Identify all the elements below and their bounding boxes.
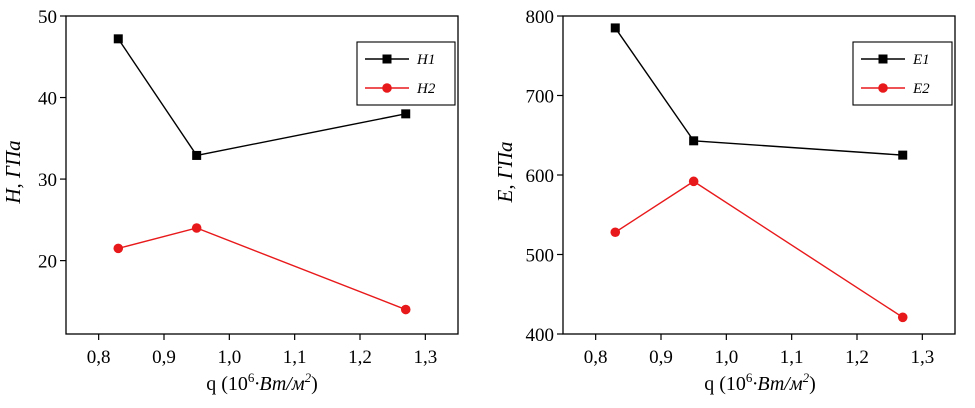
plot-frame (65, 15, 459, 335)
x-tick-label: 0,9 (649, 347, 673, 368)
x-axis-label-unit: ·Вт/м (752, 373, 802, 395)
y-tick-label: 50 (38, 7, 57, 28)
x-axis-label-close: ) (311, 373, 318, 395)
data-point-H2 (191, 223, 202, 233)
y-tick-label: 700 (526, 87, 555, 108)
x-tick-label: 1,1 (283, 347, 307, 368)
y-tick-label: 500 (526, 246, 555, 267)
legend-label-H2: H2 (416, 81, 436, 97)
x-axis-label-unit: ·Вт/м (254, 373, 304, 395)
y-tick-label: 30 (38, 170, 57, 191)
y-axis-label: H, ГПа (1, 140, 25, 204)
data-point-H2 (113, 243, 124, 254)
x-tick-label: 1,3 (910, 347, 934, 368)
series-line-E2 (614, 180, 904, 318)
x-axis-label-exp: 6 (248, 370, 255, 385)
x-axis-label-exp: 6 (746, 370, 753, 385)
data-point-E1 (689, 136, 699, 146)
x-tick-label: 0,9 (152, 347, 176, 368)
legend-marker-H2 (382, 83, 392, 93)
x-tick-label: 0,8 (584, 347, 608, 368)
y-tick-label: 400 (526, 325, 555, 346)
data-point-H1 (192, 150, 202, 160)
y-tick-label: 40 (38, 89, 57, 110)
data-point-E2 (610, 227, 621, 238)
x-tick-label: 1,3 (413, 347, 437, 368)
x-axis-label: q (106·Вт/м2) (704, 370, 816, 395)
x-axis-label-text: q (10 (206, 373, 248, 395)
chart-1: 0,8 0,9 1,0 1,1 1,2 1,3 20 30 40 50 q (106·Вт/м2) H… (1, 7, 459, 395)
legend-box (356, 41, 456, 106)
y-tick-label: 20 (38, 252, 57, 273)
x-tick-label: 1,1 (780, 347, 804, 368)
y-axis-label: E, ГПа (493, 142, 517, 204)
x-tick-label: 1,2 (348, 347, 372, 368)
data-point-H1 (113, 34, 123, 44)
data-point-E2 (897, 312, 908, 323)
series-line-H2 (118, 227, 406, 311)
data-point-H1 (401, 109, 411, 119)
legend: H1 H2 (356, 41, 456, 106)
y-tick-label: 600 (526, 166, 555, 187)
x-tick-label: 1,2 (845, 347, 869, 368)
x-tick-label: 0,8 (87, 347, 111, 368)
y-tick-label: 800 (526, 7, 555, 28)
x-axis-label-unit-exp: 2 (305, 370, 312, 385)
legend: E1 E2 (852, 41, 953, 106)
legend-marker-E1 (878, 54, 888, 64)
data-point-E1 (610, 23, 620, 33)
data-point-E2 (688, 176, 699, 187)
x-tick-label: 1,0 (217, 347, 241, 368)
x-axis-label-close: ) (809, 373, 816, 395)
legend-label-E2: E2 (912, 81, 930, 97)
x-axis-label-text: q (10 (704, 373, 746, 395)
legend-label-H1: H1 (416, 52, 435, 68)
chart-2: 0,8 0,9 1,0 1,1 1,2 1,3 400 500 600 700 800 q (106·… (493, 7, 956, 395)
legend-box (852, 41, 953, 106)
data-point-E1 (898, 150, 908, 160)
legend-label-E1: E1 (912, 52, 930, 68)
data-point-H2 (400, 304, 411, 315)
legend-marker-E2 (878, 83, 888, 93)
x-axis-label-unit-exp: 2 (803, 370, 810, 385)
x-tick-label: 1,0 (714, 347, 738, 368)
x-axis-label: q (106·Вт/м2) (206, 370, 318, 395)
legend-marker-H1 (382, 54, 392, 64)
